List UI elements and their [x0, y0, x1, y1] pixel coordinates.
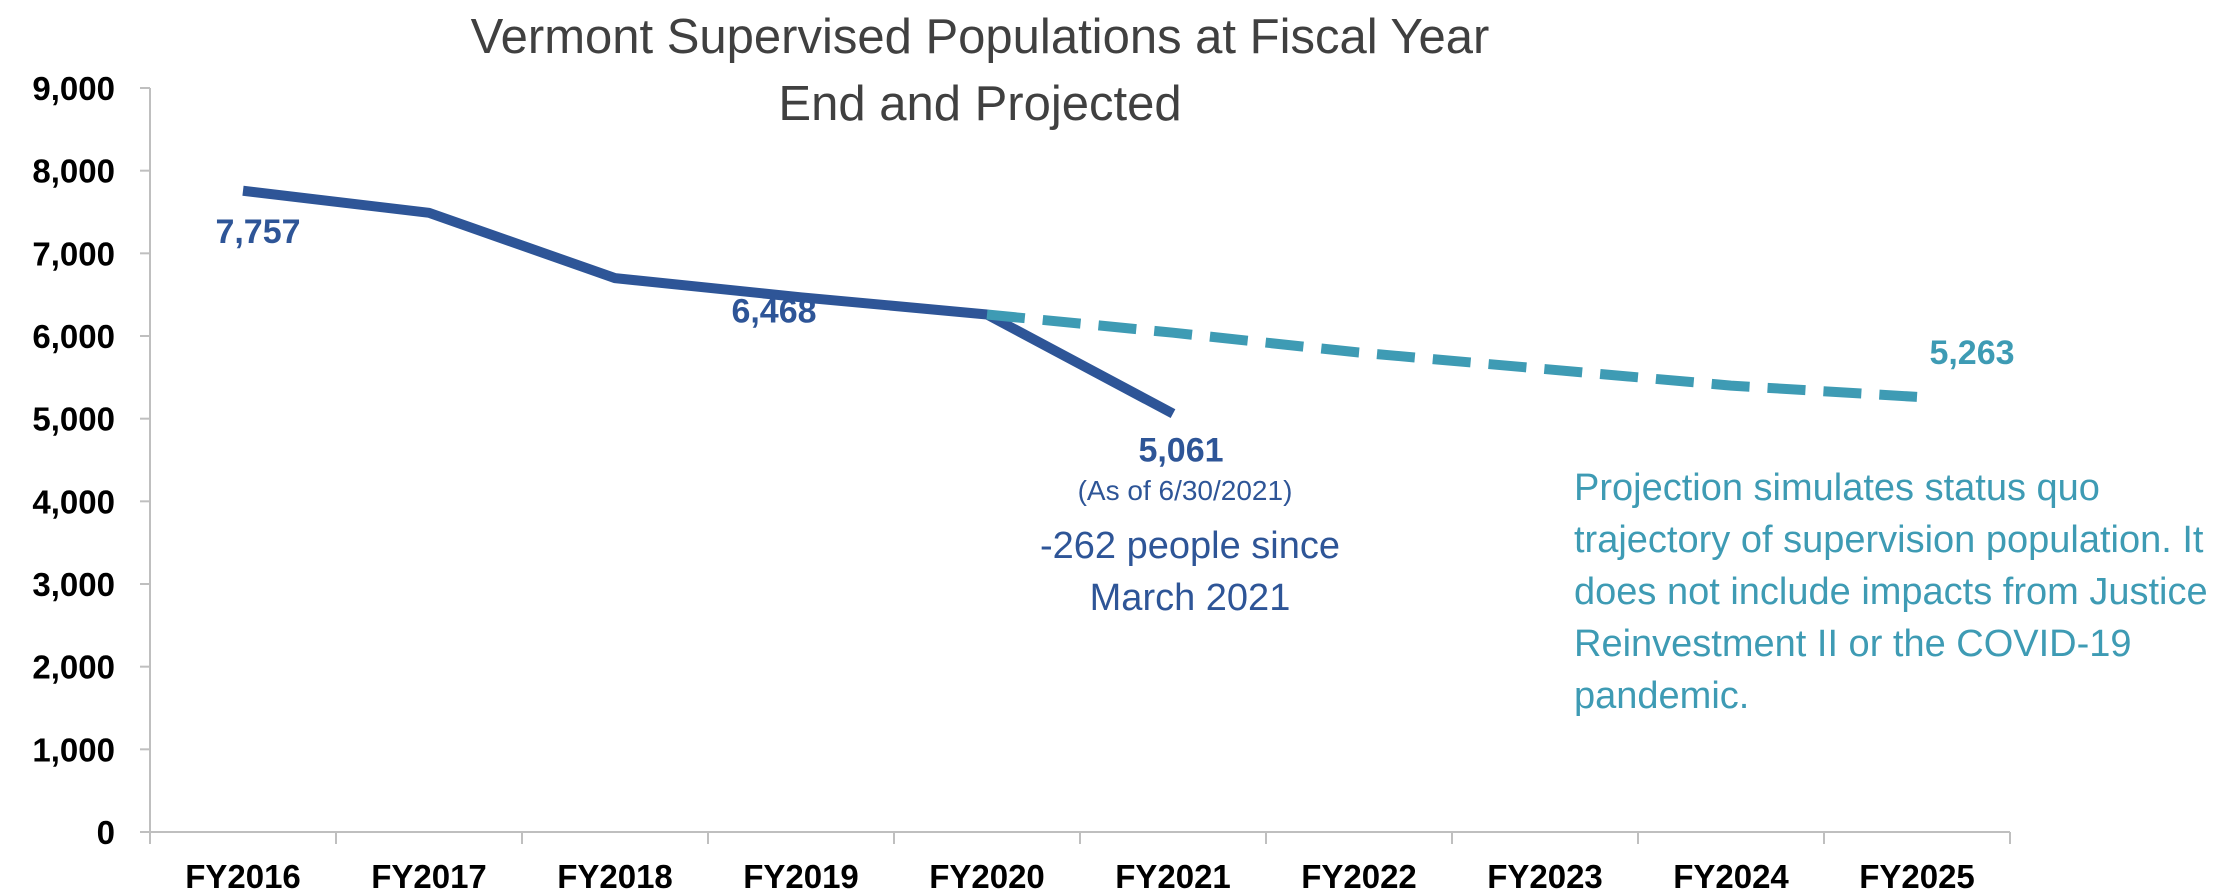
x-tick-label: FY2016 [185, 858, 301, 890]
x-tick-label: FY2017 [371, 858, 487, 890]
chart-title: Vermont Supervised Populations at Fiscal… [330, 4, 1630, 138]
actual-series-line [242, 185, 1176, 419]
y-tick-label: 3,000 [32, 566, 115, 603]
data-label-fy2016: 7,757 [215, 213, 300, 251]
data-label-fy2019: 6,468 [731, 292, 816, 330]
x-tick-label: FY2023 [1487, 858, 1603, 890]
change-annotation-line-1: -262 people since [1040, 525, 1340, 567]
y-tick-label: 9,000 [32, 70, 115, 107]
x-tick-label: FY2020 [929, 858, 1045, 890]
chart-title-line-1: Vermont Supervised Populations at Fiscal… [470, 10, 1490, 64]
x-tick-label: FY2019 [743, 858, 859, 890]
change-annotation-line-2: March 2021 [1089, 577, 1291, 619]
as-of-annotation: (As of 6/30/2021) [1077, 475, 1293, 506]
y-tick-label: 1,000 [32, 731, 115, 768]
y-tick-label: 7,000 [32, 235, 115, 272]
projected-series-line [986, 309, 1918, 402]
x-tick-label: FY2018 [557, 858, 673, 890]
axes [140, 87, 2011, 844]
x-tick-label: FY2024 [1673, 858, 1789, 890]
series-lines [242, 185, 1918, 419]
change-annotation: -262 people since March 2021 [990, 520, 1390, 624]
tick-labels: 0 1,000 2,000 3,000 4,000 5,000 6,000 7,000 8,00… [32, 70, 1974, 890]
y-tick-label: 4,000 [32, 483, 115, 520]
chart-title-line-2: End and Projected [778, 77, 1182, 131]
data-label-fy2025: 5,263 [1929, 334, 2014, 372]
x-tick-label: FY2025 [1859, 858, 1975, 890]
y-tick-label: 2,000 [32, 649, 115, 686]
data-label-fy2021: 5,061 [1138, 432, 1223, 470]
y-tick-label: 5,000 [32, 401, 115, 438]
y-tick-label: 0 [97, 814, 115, 851]
x-tick-label: FY2021 [1115, 858, 1231, 890]
projection-note: Projection simulates status quo trajecto… [1574, 467, 2208, 717]
x-tick-label: FY2022 [1301, 858, 1417, 890]
y-tick-label: 8,000 [32, 153, 115, 190]
y-tick-label: 6,000 [32, 318, 115, 355]
data-labels: 7,757 6,468 5,061 5,263 [215, 213, 2014, 470]
